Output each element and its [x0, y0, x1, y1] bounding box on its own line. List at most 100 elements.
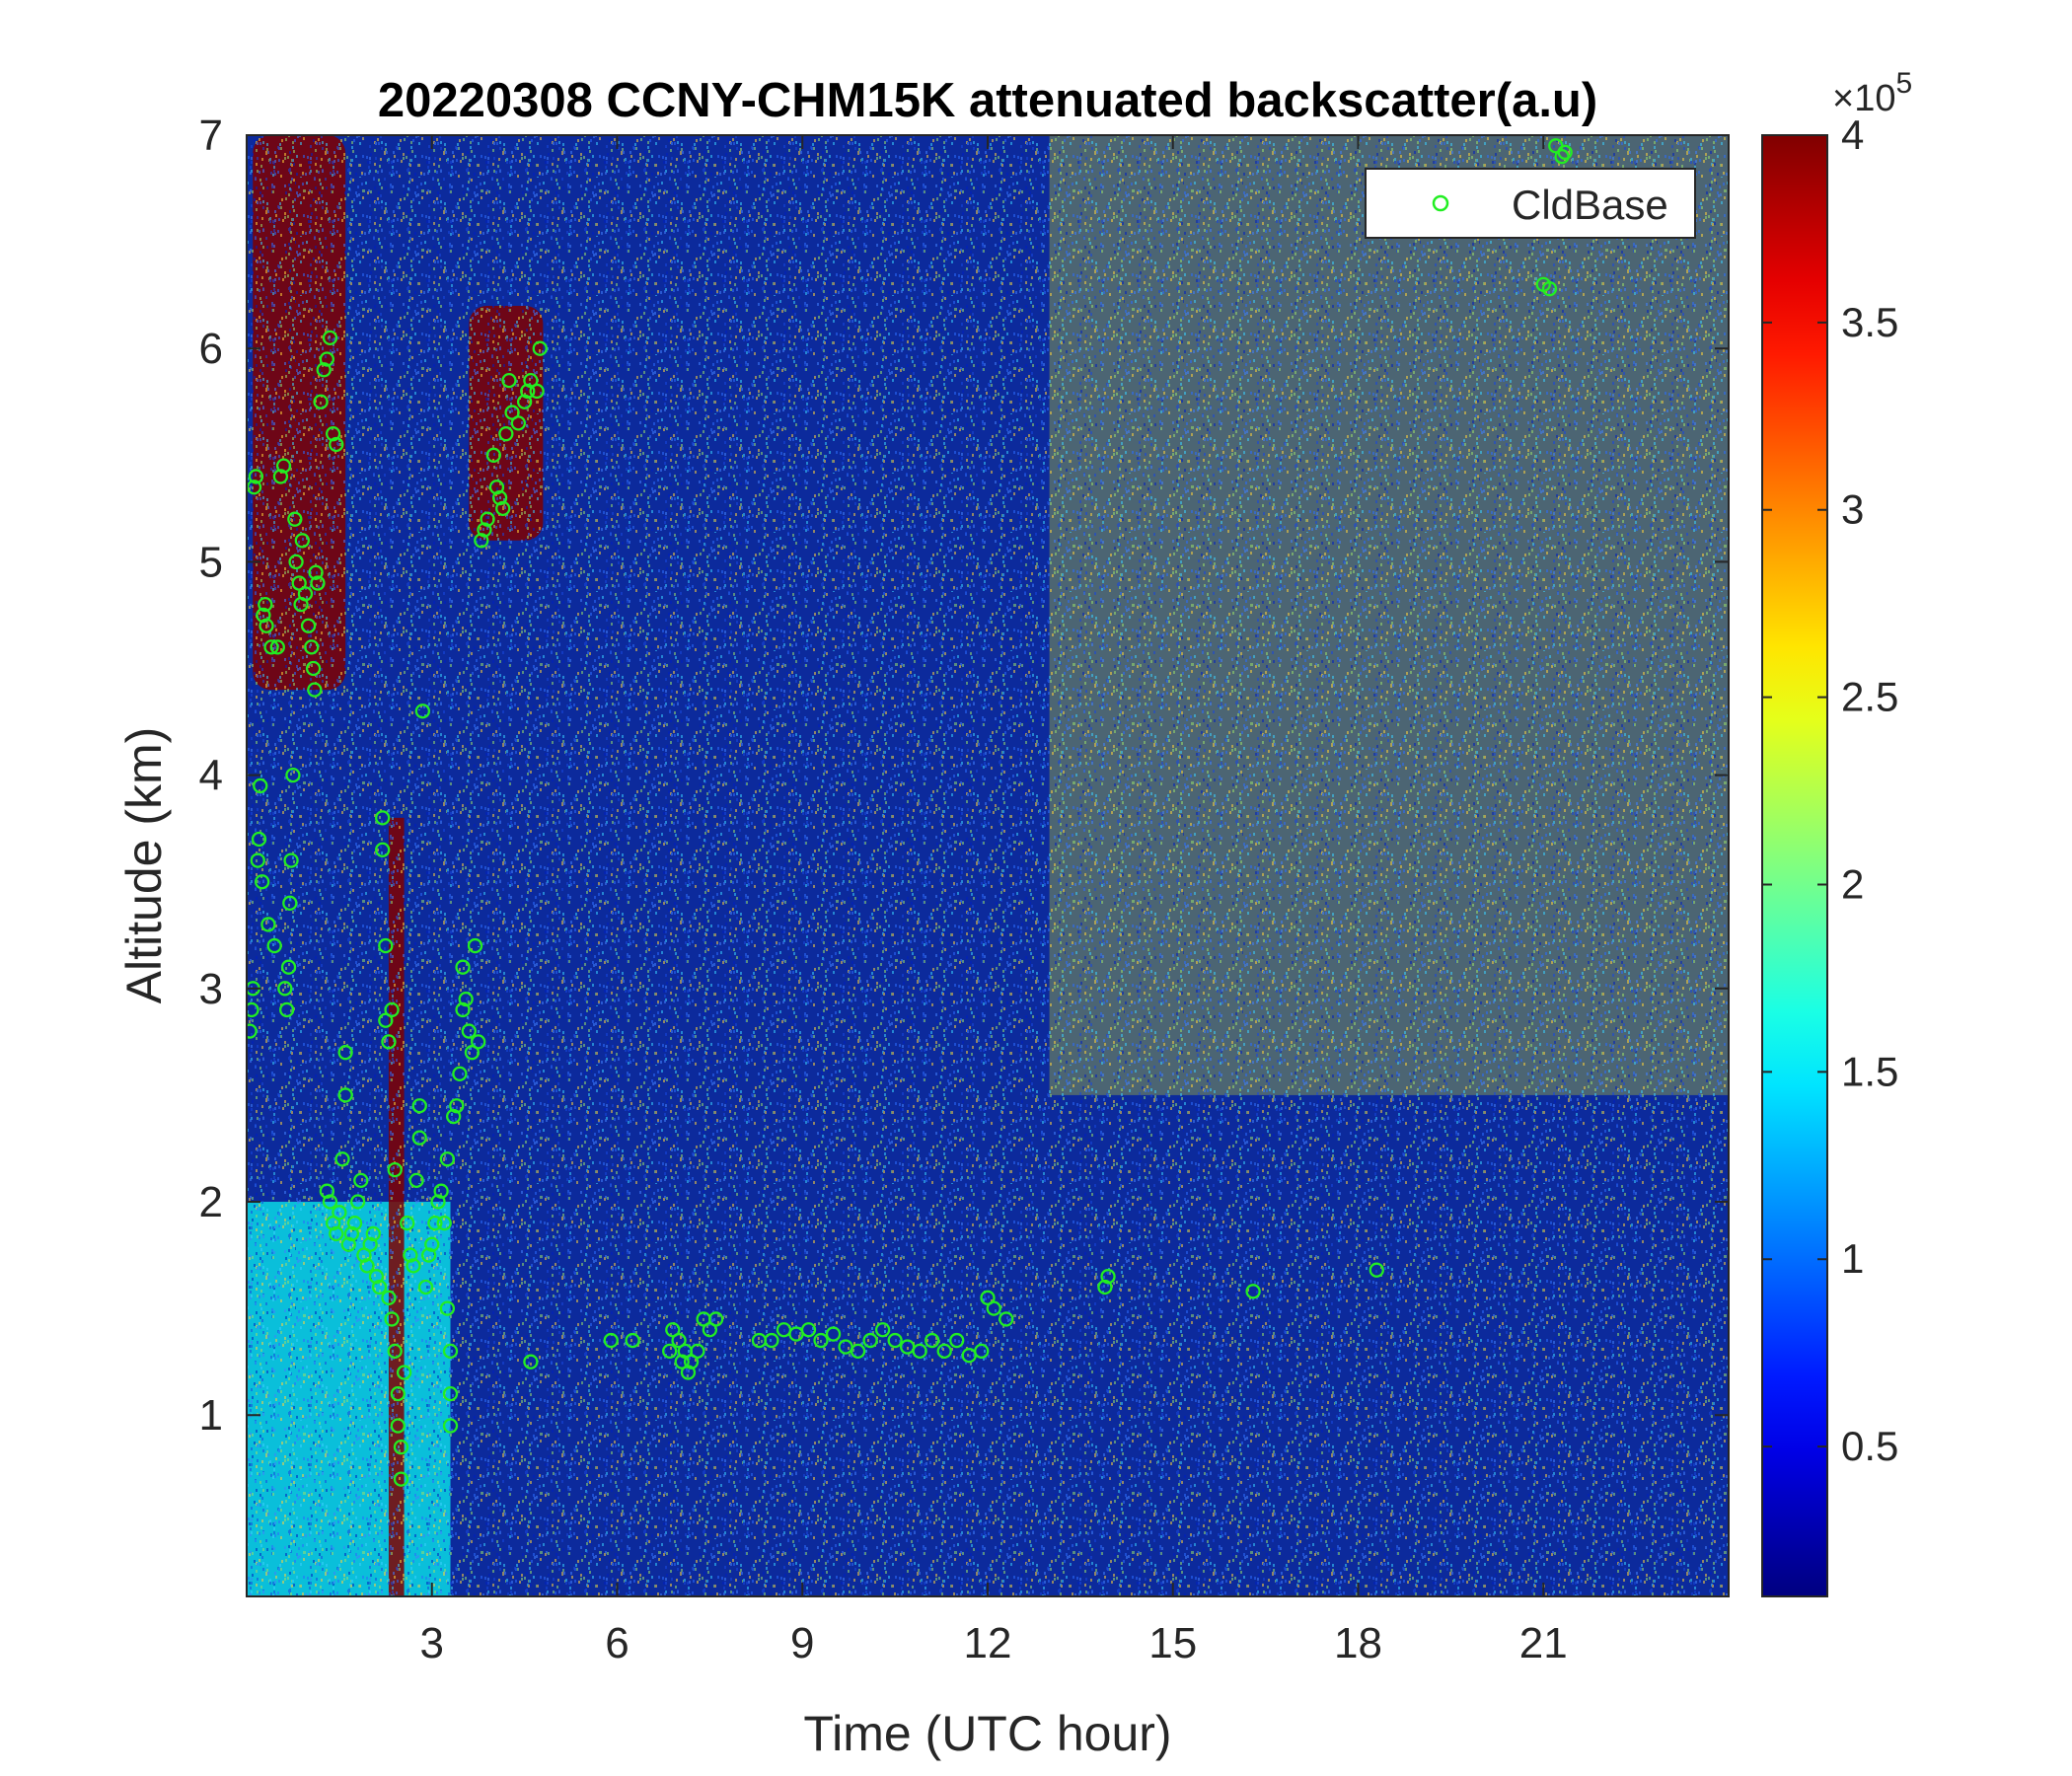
- y-axis: 1 2 3 4 5 6 7: [199, 111, 1729, 1440]
- cloud-base-point: [474, 533, 489, 549]
- cloud-base-point: [825, 1326, 842, 1342]
- cloud-base-point: [480, 511, 495, 527]
- colorbar: 0.5 1 1.5 2 2.5 3 3.5 4 ×105: [1761, 67, 1912, 1597]
- cloud-base-point: [488, 480, 505, 495]
- y-tick-label: 6: [199, 325, 223, 373]
- cloud-base-point: [329, 1225, 344, 1242]
- colorbar-exponent-power: 5: [1895, 67, 1912, 100]
- cloud-base-point: [378, 937, 394, 954]
- cloud-base-point: [452, 1066, 468, 1081]
- cloud-base-point: [862, 1332, 878, 1349]
- y-tick-label: 5: [199, 538, 223, 586]
- cloud-base-point: [1369, 1262, 1384, 1278]
- cloud-base-point: [368, 1269, 385, 1285]
- cloud-base-point: [467, 937, 483, 954]
- cloud-base-point: [329, 436, 344, 453]
- x-tick-label: 18: [1334, 1619, 1382, 1667]
- colorbar-tick-label: 3: [1841, 486, 1864, 533]
- cloud-base-point: [254, 874, 270, 890]
- cloud-base-point: [800, 1322, 817, 1338]
- cloud-base-point: [406, 1258, 421, 1274]
- cloud-base-point: [250, 852, 265, 868]
- cloud-base-point: [390, 1385, 406, 1402]
- cloud-base-point: [974, 1343, 990, 1360]
- cloud-base-point: [813, 1332, 829, 1349]
- y-tick-label: 1: [199, 1391, 223, 1440]
- cloud-base-point: [313, 394, 329, 409]
- cloud-base-point: [690, 1343, 705, 1360]
- cloud-base-point: [387, 1161, 403, 1178]
- cloud-base-point: [387, 1343, 403, 1360]
- colorbar-tick-label: 1.5: [1841, 1048, 1898, 1094]
- legend[interactable]: CldBase: [1365, 168, 1696, 239]
- cloud-base-point: [275, 458, 292, 474]
- cloud-base-point: [707, 1311, 724, 1327]
- cloud-base-point: [424, 1236, 440, 1252]
- colorbar-ticks: 0.5 1 1.5 2 2.5 3 3.5 4: [1762, 111, 1898, 1469]
- cloud-base-point: [471, 1034, 486, 1050]
- cloud-base-point: [371, 1279, 388, 1295]
- x-tick-label: 21: [1519, 1619, 1568, 1667]
- cloud-base-point: [625, 1332, 640, 1349]
- cloud-base-point: [393, 1471, 409, 1487]
- cloud-base-point: [411, 1130, 427, 1146]
- cloud-base-point: [986, 1300, 1001, 1316]
- legend-entry-cldbase: CldBase: [1512, 182, 1668, 228]
- cloud-base-point: [850, 1343, 866, 1360]
- cloud-base-markers: [247, 138, 1573, 1487]
- x-tick-label: 9: [790, 1619, 814, 1667]
- cloud-base-point: [999, 1311, 1014, 1327]
- colorbar-strip: [1761, 134, 1828, 1597]
- cloud-base-point: [322, 330, 338, 346]
- cloud-base-point: [430, 1194, 446, 1210]
- cloud-base-point: [1097, 1279, 1113, 1295]
- x-tick-label: 3: [420, 1619, 444, 1667]
- cloud-base-point: [375, 842, 391, 857]
- cloud-base-point: [384, 1001, 400, 1018]
- cloud-base-point: [603, 1332, 619, 1349]
- cloud-base-point: [400, 1215, 415, 1231]
- cloud-base-point: [458, 991, 474, 1007]
- cloud-base-point: [253, 777, 268, 794]
- cloud-base-point: [297, 586, 314, 602]
- cloud-base-point: [300, 618, 317, 633]
- cloud-base-point: [461, 1023, 477, 1039]
- cloud-base-point: [501, 372, 517, 389]
- cloud-base-point: [353, 1172, 369, 1189]
- x-tick-label: 15: [1148, 1619, 1197, 1667]
- y-tick-label: 2: [199, 1178, 223, 1226]
- cloud-base-point: [381, 1034, 397, 1050]
- cloud-base-point: [442, 1343, 459, 1360]
- cloud-base-point: [365, 1225, 381, 1242]
- x-tick-label: 6: [605, 1619, 629, 1667]
- colorbar-exponent-base: ×10: [1832, 78, 1895, 119]
- cloud-base-point: [764, 1332, 779, 1349]
- cloud-base-point: [319, 1183, 335, 1199]
- plot-area: [247, 135, 1729, 1596]
- y-tick-label: 4: [199, 752, 223, 800]
- y-tick-label: 7: [199, 111, 223, 160]
- chart-title: 20220308 CCNY-CHM15K attenuated backscat…: [378, 74, 1597, 127]
- cloud-base-point: [498, 426, 514, 442]
- cloud-base-point: [396, 1365, 412, 1380]
- colorbar-tick-label: 3.5: [1841, 299, 1898, 345]
- cloud-base-point: [485, 447, 501, 463]
- cloud-base-point: [247, 1023, 258, 1039]
- colorbar-tick-label: 1: [1841, 1235, 1864, 1282]
- cloud-base-point: [887, 1332, 903, 1349]
- cloud-base-point: [523, 1354, 539, 1369]
- cloud-base-point: [1100, 1269, 1116, 1285]
- cloud-base-point: [294, 533, 310, 549]
- cloud-base-point: [495, 500, 511, 517]
- cloud-base-point: [662, 1343, 678, 1360]
- cloud-base-point: [304, 639, 320, 655]
- cloud-base-point: [288, 554, 304, 570]
- cloud-base-point: [307, 682, 323, 698]
- cloud-base-point: [340, 1236, 356, 1252]
- cloud-base-point: [248, 469, 264, 484]
- cloud-base-point: [334, 1151, 350, 1167]
- cloud-base-point: [325, 426, 341, 442]
- cloud-base-point: [936, 1343, 952, 1360]
- cloud-base-point: [390, 1418, 406, 1434]
- cloud-base-point: [446, 1108, 462, 1125]
